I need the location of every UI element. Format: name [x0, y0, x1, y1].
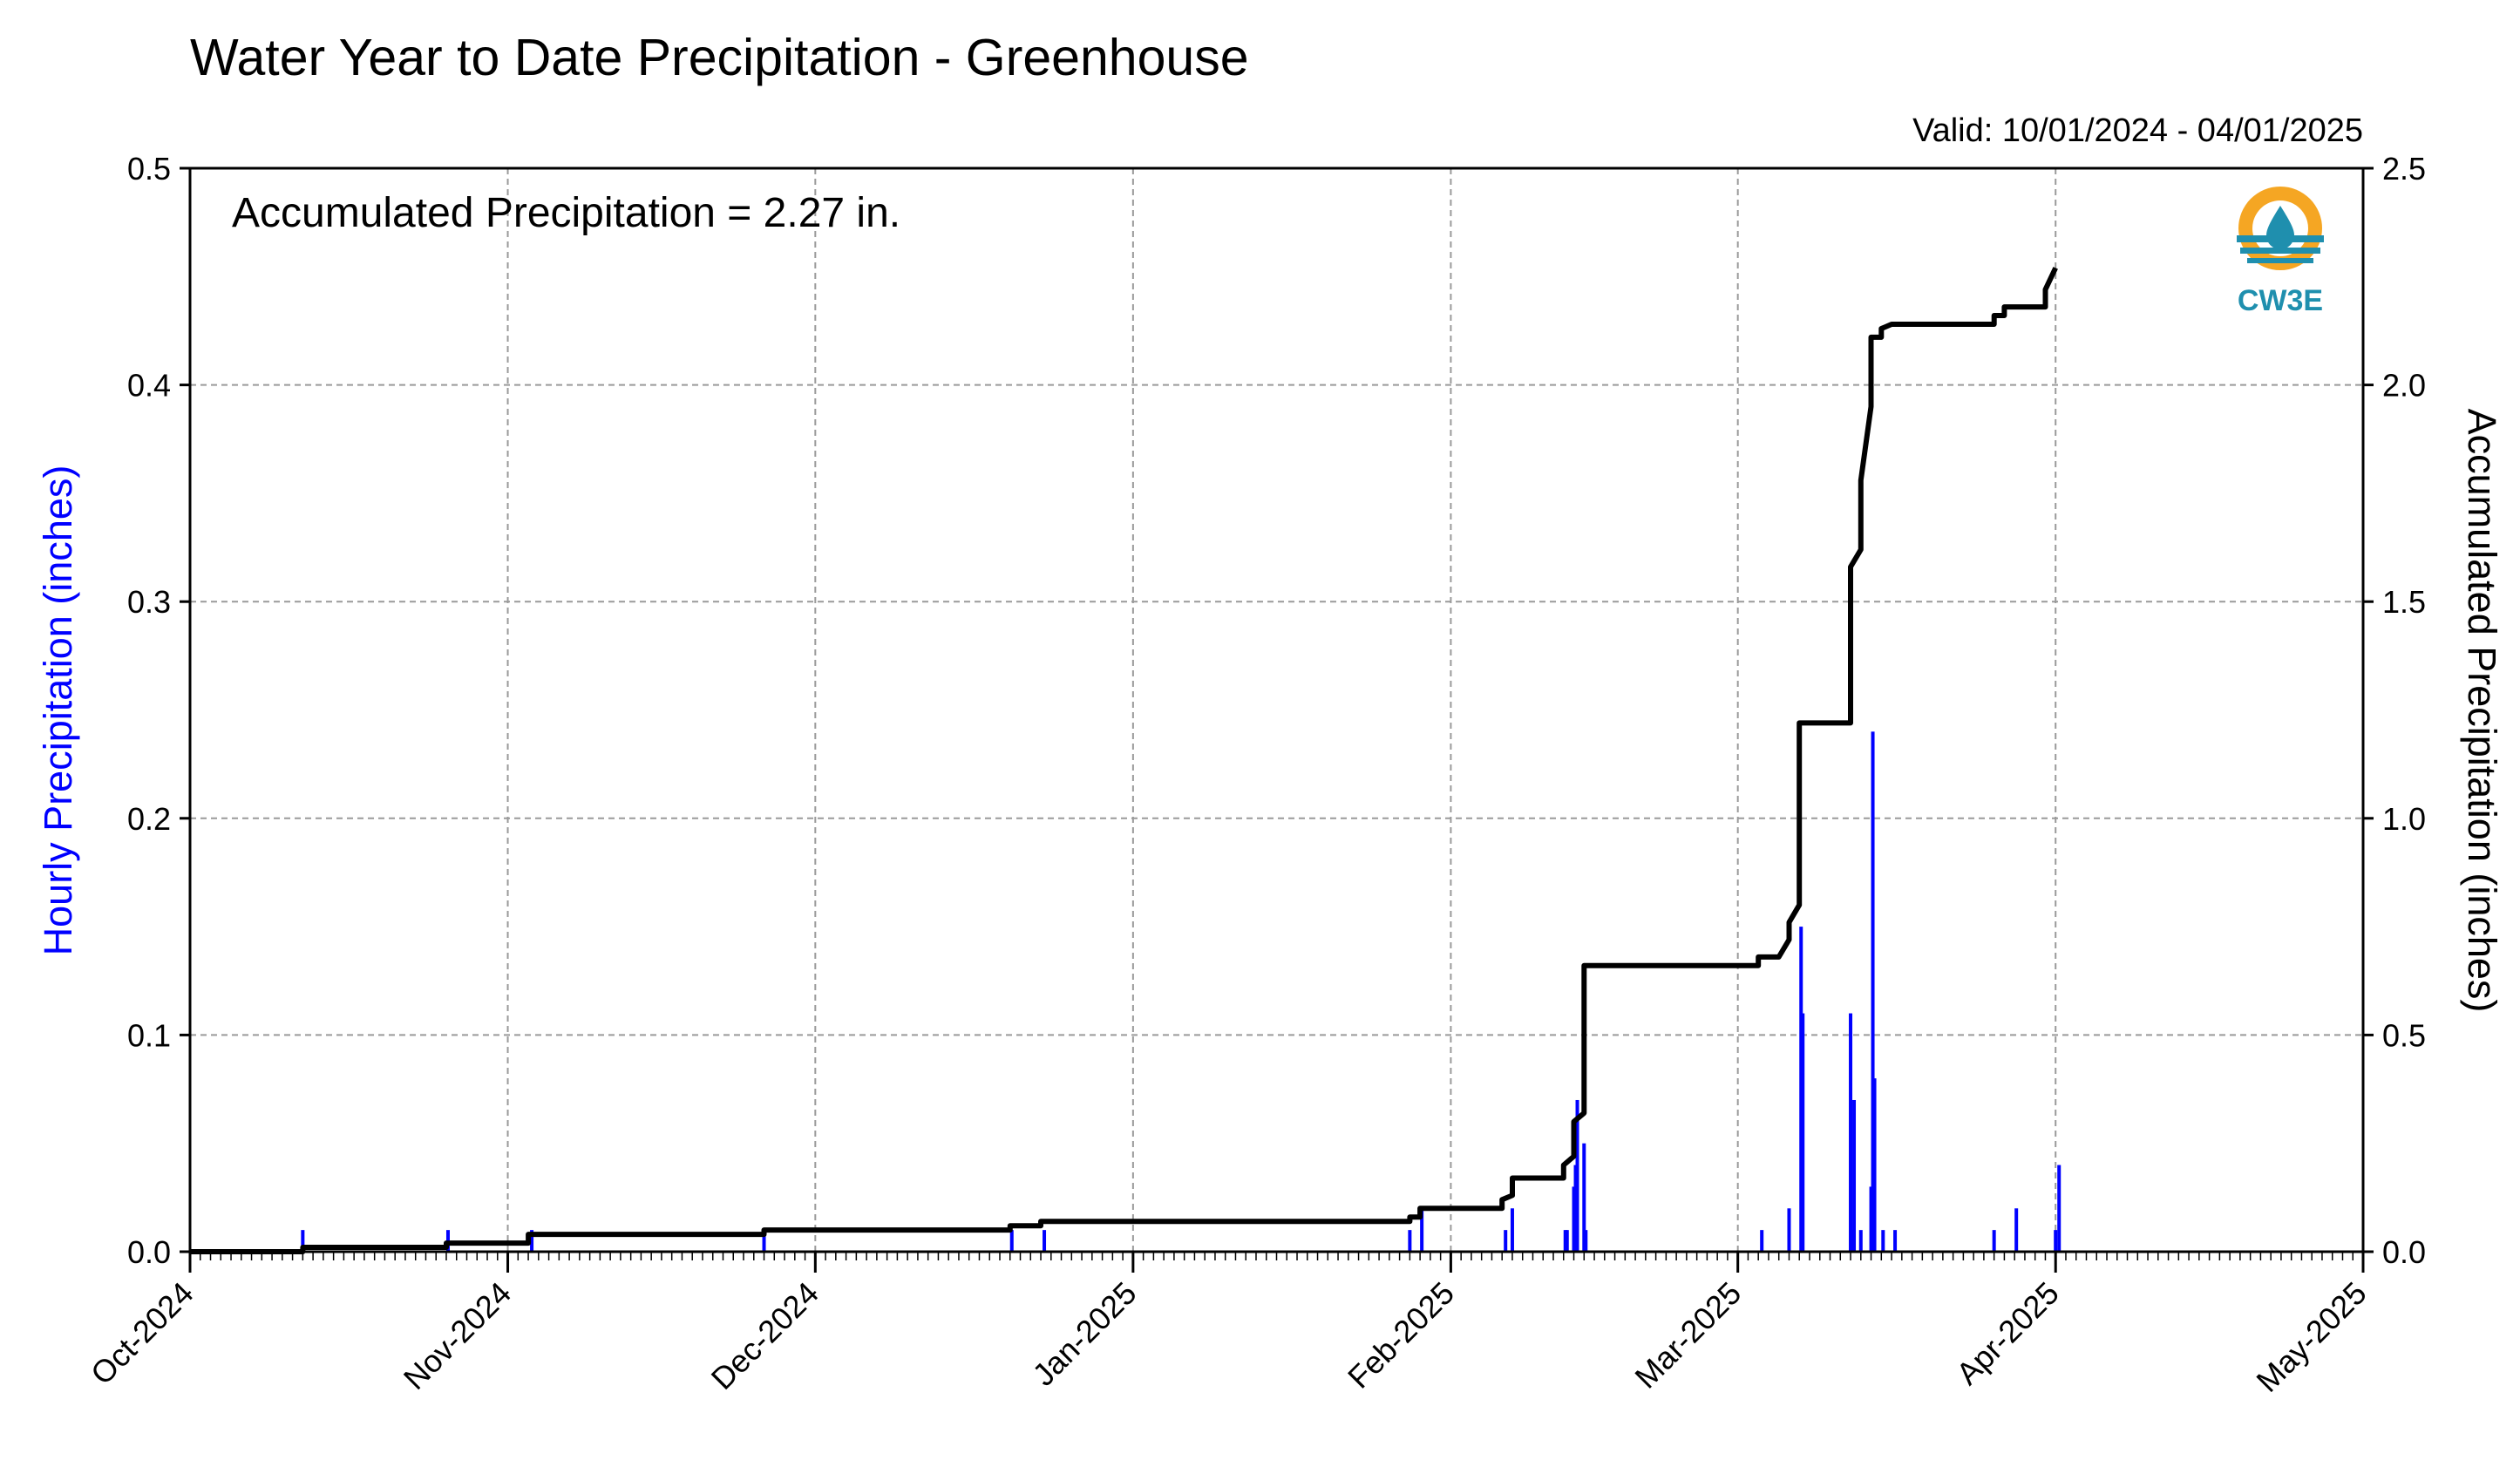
hourly-bar	[1510, 1208, 1514, 1252]
hourly-bar	[1849, 1013, 1853, 1252]
y-left-tick-label: 0.4	[127, 368, 171, 404]
y-right-tick-label: 0.0	[2382, 1234, 2426, 1270]
hourly-bar	[1872, 1078, 1877, 1252]
hourly-bar	[1801, 1013, 1805, 1252]
y-right-tick-label: 1.0	[2382, 801, 2426, 837]
hourly-bar	[1420, 1208, 1424, 1252]
hourly-bar	[530, 1230, 534, 1252]
hourly-bar	[2014, 1208, 2019, 1252]
hourly-bar	[1787, 1208, 1791, 1252]
hourly-bars	[301, 731, 2062, 1252]
y-axis-left-label: Hourly Precipitation (inches)	[36, 465, 80, 956]
y-left-tick-label: 0.2	[127, 801, 171, 837]
valid-date-range: Valid: 10/01/2024 - 04/01/2025	[1912, 112, 2363, 149]
hourly-bar	[1043, 1230, 1047, 1252]
y-left-tick-label: 0.1	[127, 1017, 171, 1053]
axes: 0.0 0.1 0.2 0.3 0.4 0.5 0.0 0.5 1.0 1.5 2.0 2.5 Oct-…	[84, 151, 2426, 1399]
hourly-bar	[762, 1230, 766, 1252]
hourly-bar	[1992, 1230, 1996, 1252]
chart-title: Water Year to Date Precipitation - Green…	[190, 29, 1249, 86]
hourly-bar	[1565, 1230, 1569, 1252]
hourly-bar	[1575, 1099, 1579, 1252]
y-right-tick-label: 1.5	[2382, 584, 2426, 620]
hourly-bar	[1408, 1230, 1412, 1252]
hourly-bar	[1584, 1230, 1588, 1252]
hourly-bar	[1871, 731, 1875, 1252]
y-right-tick-label: 0.5	[2382, 1017, 2426, 1053]
x-tick-label: Jan-2025	[1025, 1275, 1143, 1393]
x-tick-label: Oct-2024	[84, 1275, 200, 1392]
x-tick-label: May-2025	[2249, 1275, 2373, 1399]
hourly-bar	[1852, 1099, 1857, 1252]
hourly-bar	[1504, 1230, 1508, 1252]
hourly-bar	[1869, 1186, 1873, 1252]
y-left-tick-label: 0.3	[127, 584, 171, 620]
gridlines	[190, 168, 2363, 1252]
accumulated-annotation: Accumulated Precipitation = 2.27 in.	[232, 190, 900, 236]
cw3e-logo: CW3E	[2237, 187, 2324, 317]
hourly-bar	[1858, 1230, 1863, 1252]
hourly-bar	[1893, 1230, 1898, 1252]
y-right-tick-label: 2.5	[2382, 151, 2426, 187]
x-tick-label: Feb-2025	[1341, 1275, 1461, 1396]
x-tick-label: Apr-2025	[1949, 1275, 2066, 1392]
hourly-bar	[1582, 1143, 1586, 1252]
y-left-tick-label: 0.0	[127, 1234, 171, 1270]
accumulated-line	[190, 267, 2058, 1254]
y-axis-right-label: Accumulated Precipitation (inches)	[2460, 409, 2504, 1013]
y-right-tick-label: 2.0	[2382, 368, 2426, 404]
hourly-bar	[2054, 1230, 2058, 1252]
plot-frame	[188, 166, 2365, 1253]
cw3e-logo-icon	[2237, 187, 2324, 270]
hourly-bar	[1009, 1230, 1014, 1252]
y-left-tick-label: 0.5	[127, 151, 171, 187]
x-tick-label: Nov-2024	[397, 1275, 518, 1396]
hourly-bar	[1881, 1230, 1885, 1252]
x-tick-label: Dec-2024	[704, 1275, 825, 1396]
hourly-bar	[2057, 1165, 2062, 1252]
accumulated-line-group	[190, 267, 2058, 1254]
cw3e-logo-text: CW3E	[2238, 284, 2323, 317]
hourly-bar	[301, 1230, 305, 1252]
x-tick-label: Mar-2025	[1627, 1275, 1748, 1396]
hourly-bar	[1760, 1230, 1764, 1252]
